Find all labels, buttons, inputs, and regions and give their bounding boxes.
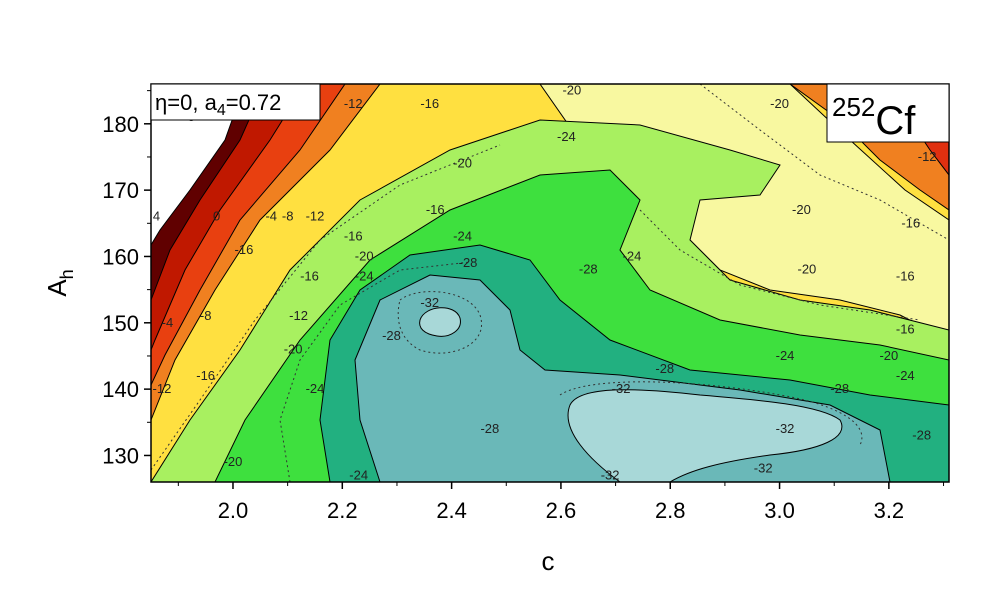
contour-label: -12 (344, 96, 363, 111)
a4-label: a (205, 90, 218, 115)
y-axis-label-main: A (42, 279, 72, 297)
contour-label: -28 (830, 381, 849, 396)
contour-label: -24 (623, 248, 642, 263)
contour-label: -20 (355, 248, 374, 263)
contour-label: -28 (655, 361, 674, 376)
y-tick-label: 140 (102, 377, 139, 402)
y-tick-label: 180 (102, 112, 139, 137)
parameter-annotation-text: η=0, a4=0.72 (155, 90, 281, 119)
y-tick-label: 150 (102, 311, 139, 336)
contour-label: -20 (284, 341, 303, 356)
eta-value: η=0 (155, 90, 192, 115)
nucleus-element: Cf (875, 99, 916, 143)
contour-label: -16 (196, 368, 215, 383)
x-tick-label: 3.2 (874, 498, 905, 523)
x-tick-label: 2.0 (218, 498, 249, 523)
contour-label: -16 (300, 268, 319, 283)
contour-label: -16 (344, 229, 363, 244)
plot-frame (150, 83, 950, 483)
contour-label: -20 (224, 454, 243, 469)
nucleus-annotation-text: 252Cf (832, 92, 916, 143)
contour-label: -28 (480, 421, 499, 436)
parameter-annotation-box (150, 83, 321, 121)
x-tick-label: 2.8 (655, 498, 686, 523)
contour-label: -4 (162, 315, 174, 330)
contour-label: 4 (153, 209, 160, 224)
contour-label: -20 (879, 348, 898, 363)
contour-label: -16 (426, 202, 445, 217)
contour-label: -24 (453, 229, 472, 244)
contour-label: -16 (901, 215, 920, 230)
contour-label: -20 (792, 202, 811, 217)
param-separator: , (192, 90, 204, 115)
x-tick-label: 2.2 (327, 498, 358, 523)
contour-label: -32 (420, 295, 439, 310)
contour-label: -32 (612, 381, 631, 396)
nucleus-annotation: 252Cf (826, 83, 950, 143)
x-tick-label: 3.0 (764, 498, 795, 523)
contour-label: -12 (918, 149, 937, 164)
contour-labels: -8 -4 -4 -8 -12 -16 -20 -20 -16 -12 -16 -16 -16 -20 -2… (153, 83, 937, 483)
band-level-neg34-island-right (567, 389, 843, 482)
x-axis-label: c (542, 546, 555, 576)
contour-label: -16 (896, 321, 915, 336)
contour-label: -24 (355, 268, 374, 283)
x-axis: 2.0 2.2 2.4 2.6 2.8 3.0 3.2 (177, 482, 945, 523)
contour-fills (151, 84, 949, 482)
contour-label: -24 (306, 381, 325, 396)
contour-label: -8 (282, 209, 294, 224)
contour-label: -4 (265, 209, 277, 224)
contour-label: -24 (349, 467, 368, 482)
contour-label: -24 (776, 348, 795, 363)
contour-label: -16 (896, 268, 915, 283)
nucleus-annotation-box (826, 83, 950, 143)
y-tick-label: 130 (102, 443, 139, 468)
contour-label: -20 (770, 96, 789, 111)
x-tick-label: 2.4 (436, 498, 467, 523)
contour-label: -24 (896, 368, 915, 383)
contour-label: -28 (579, 262, 598, 277)
a4-subscript: 4 (217, 102, 226, 119)
contour-label: -32 (776, 421, 795, 436)
contour-label: -20 (797, 262, 816, 277)
band-level-neg34-island-left (419, 307, 461, 337)
contour-label: -32 (754, 461, 773, 476)
y-tick-label: 170 (102, 178, 139, 203)
nucleus-mass: 252 (832, 92, 875, 122)
parameter-annotation: η=0, a4=0.72 (150, 83, 321, 121)
contour-label: -28 (459, 255, 478, 270)
contour-label: -12 (153, 381, 172, 396)
contour-label: -28 (382, 328, 401, 343)
a4-value: =0.72 (226, 90, 282, 115)
contour-label: 0 (213, 209, 220, 224)
y-axis-label: Ah (42, 269, 77, 296)
contour-label: -12 (289, 308, 308, 323)
contour-label: -16 (420, 96, 439, 111)
contour-label: -20 (562, 83, 581, 98)
y-axis: 130 140 150 160 170 180 (102, 90, 151, 468)
dotted-contours (151, 84, 949, 482)
contour-label: -24 (557, 129, 576, 144)
contour-label: -20 (453, 156, 472, 171)
contour-label: -32 (601, 467, 620, 482)
contour-label: -28 (912, 428, 931, 443)
contour-label: -16 (235, 242, 254, 257)
y-axis-label-sub: h (57, 269, 77, 279)
y-tick-label: 160 (102, 244, 139, 269)
x-tick-label: 2.6 (546, 498, 577, 523)
contour-label: -8 (200, 308, 212, 323)
contour-label: -12 (306, 209, 325, 224)
band-level-4 (151, 84, 246, 246)
